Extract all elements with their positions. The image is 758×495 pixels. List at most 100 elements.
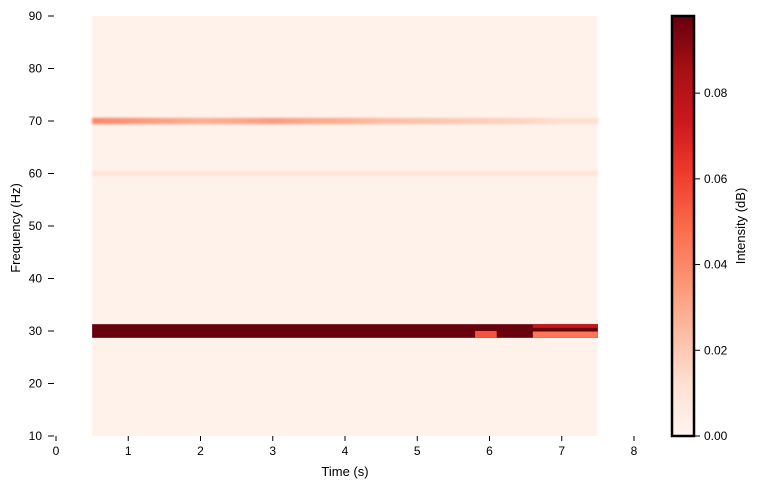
heatmap-cell bbox=[507, 117, 515, 125]
colorbar: 0.00 0.02 0.04 0.06 0.08 Intensity (dB) bbox=[670, 14, 748, 443]
heatmap-cell bbox=[585, 117, 593, 125]
y-tick-label: 20 bbox=[29, 377, 43, 391]
heatmap-cell bbox=[471, 117, 479, 125]
heatmap-cell bbox=[284, 117, 292, 125]
heatmap-cell bbox=[477, 117, 485, 125]
x-tick-label: 8 bbox=[631, 444, 638, 458]
heatmap-cell bbox=[290, 117, 298, 125]
heatmap-cell bbox=[417, 117, 424, 125]
heatmap-band-segment bbox=[532, 324, 598, 328]
heatmap-cell bbox=[152, 117, 159, 125]
heatmap-cell bbox=[501, 117, 509, 125]
heatmap-cell bbox=[320, 117, 328, 125]
x-tick-label: 2 bbox=[197, 444, 204, 458]
colorbar-tick-label: 0.02 bbox=[704, 343, 728, 357]
y-axis-label: Frequency (Hz) bbox=[8, 183, 23, 273]
heatmap-cell bbox=[218, 117, 226, 125]
y-tick-label: 70 bbox=[29, 114, 43, 128]
heatmap-band-segment bbox=[475, 331, 497, 338]
y-axis: 10 20 30 40 50 60 70 80 90 bbox=[29, 9, 54, 443]
heatmap-cell bbox=[369, 117, 376, 125]
y-tick-label: 90 bbox=[29, 9, 43, 23]
colorbar-tick-label: 0.04 bbox=[704, 258, 728, 272]
heatmap-cell bbox=[453, 117, 460, 125]
heatmap-cell bbox=[459, 117, 467, 125]
heatmap-cell bbox=[543, 117, 551, 125]
y-tick-label: 30 bbox=[29, 324, 43, 338]
x-tick-label: 0 bbox=[53, 444, 60, 458]
heatmap-cell bbox=[104, 117, 111, 125]
x-axis-label: Time (s) bbox=[321, 464, 368, 479]
heatmap-cell bbox=[387, 117, 394, 125]
heatmap-cell bbox=[140, 117, 147, 125]
heatmap-cell bbox=[375, 117, 382, 125]
heatmap-cell bbox=[200, 117, 208, 125]
heatmap-background bbox=[92, 16, 598, 436]
colorbar-label: Intensity (dB) bbox=[733, 188, 748, 265]
heatmap-cell bbox=[573, 117, 581, 125]
colorbar-frame bbox=[670, 14, 696, 438]
heatmap-cell bbox=[308, 117, 316, 125]
heatmap-cell bbox=[555, 117, 563, 125]
heatmap-cell bbox=[441, 117, 448, 125]
y-tick-label: 80 bbox=[29, 62, 43, 76]
heatmap-cell bbox=[98, 117, 105, 125]
heatmap-cell bbox=[399, 117, 406, 125]
heatmap-cell bbox=[128, 117, 135, 125]
x-tick-label: 5 bbox=[414, 444, 421, 458]
heatmap-cell bbox=[495, 117, 503, 125]
colorbar-ticks: 0.00 0.02 0.04 0.06 0.08 bbox=[695, 86, 728, 443]
heatmap-cell bbox=[242, 117, 250, 125]
colorbar-tick-label: 0.06 bbox=[704, 172, 728, 186]
heatmap-cell bbox=[393, 117, 400, 125]
heatmap-band-1 bbox=[92, 117, 599, 125]
heatmap-cell bbox=[405, 117, 412, 125]
heatmap-cell bbox=[194, 117, 202, 125]
heatmap-cell bbox=[326, 117, 334, 125]
x-tick-label: 6 bbox=[486, 444, 493, 458]
heatmap-cell bbox=[272, 117, 280, 125]
x-tick-label: 7 bbox=[558, 444, 565, 458]
heatmap-cell bbox=[188, 117, 196, 125]
heatmap-band-strip bbox=[92, 324, 598, 338]
heatmap-cell bbox=[278, 117, 286, 125]
heatmap-cell bbox=[561, 117, 569, 125]
heatmap-cell bbox=[164, 117, 171, 125]
heatmap-cell bbox=[447, 117, 454, 125]
heatmap-cell bbox=[489, 117, 497, 125]
heatmap-cell bbox=[206, 117, 214, 125]
y-tick-label: 10 bbox=[29, 429, 43, 443]
heatmap-cell bbox=[116, 117, 123, 125]
heatmap-cell bbox=[170, 117, 178, 125]
heatmap-band-strip bbox=[92, 170, 598, 177]
heatmap-cell bbox=[122, 117, 129, 125]
heatmap-cell bbox=[314, 117, 322, 125]
heatmap-cell bbox=[134, 117, 141, 125]
heatmap-cell bbox=[429, 117, 436, 125]
heatmap-cell bbox=[423, 117, 430, 125]
heatmap-cell bbox=[363, 117, 370, 125]
heatmap-cell bbox=[465, 117, 473, 125]
heatmap-cell bbox=[513, 117, 521, 125]
y-tick-label: 40 bbox=[29, 272, 43, 286]
heatmap-cell bbox=[579, 117, 587, 125]
heatmap-plot-area bbox=[92, 16, 599, 436]
heatmap-cell bbox=[176, 117, 184, 125]
heatmap-cell bbox=[483, 117, 491, 125]
heatmap-cell bbox=[567, 117, 575, 125]
x-tick-label: 4 bbox=[342, 444, 349, 458]
heatmap-cell bbox=[260, 117, 268, 125]
heatmap-cell bbox=[230, 117, 238, 125]
heatmap-cell bbox=[519, 117, 527, 125]
heatmap-band-2 bbox=[92, 170, 598, 177]
x-axis: 0 1 2 3 4 5 6 7 8 bbox=[53, 436, 638, 458]
heatmap-cell bbox=[158, 117, 165, 125]
heatmap-cell bbox=[525, 117, 533, 125]
heatmap-cell bbox=[537, 117, 545, 125]
heatmap-cell bbox=[224, 117, 232, 125]
heatmap-cell bbox=[549, 117, 557, 125]
heatmap-cell bbox=[351, 117, 358, 125]
heatmap-cell bbox=[435, 117, 442, 125]
heatmap-band-0 bbox=[92, 324, 598, 338]
